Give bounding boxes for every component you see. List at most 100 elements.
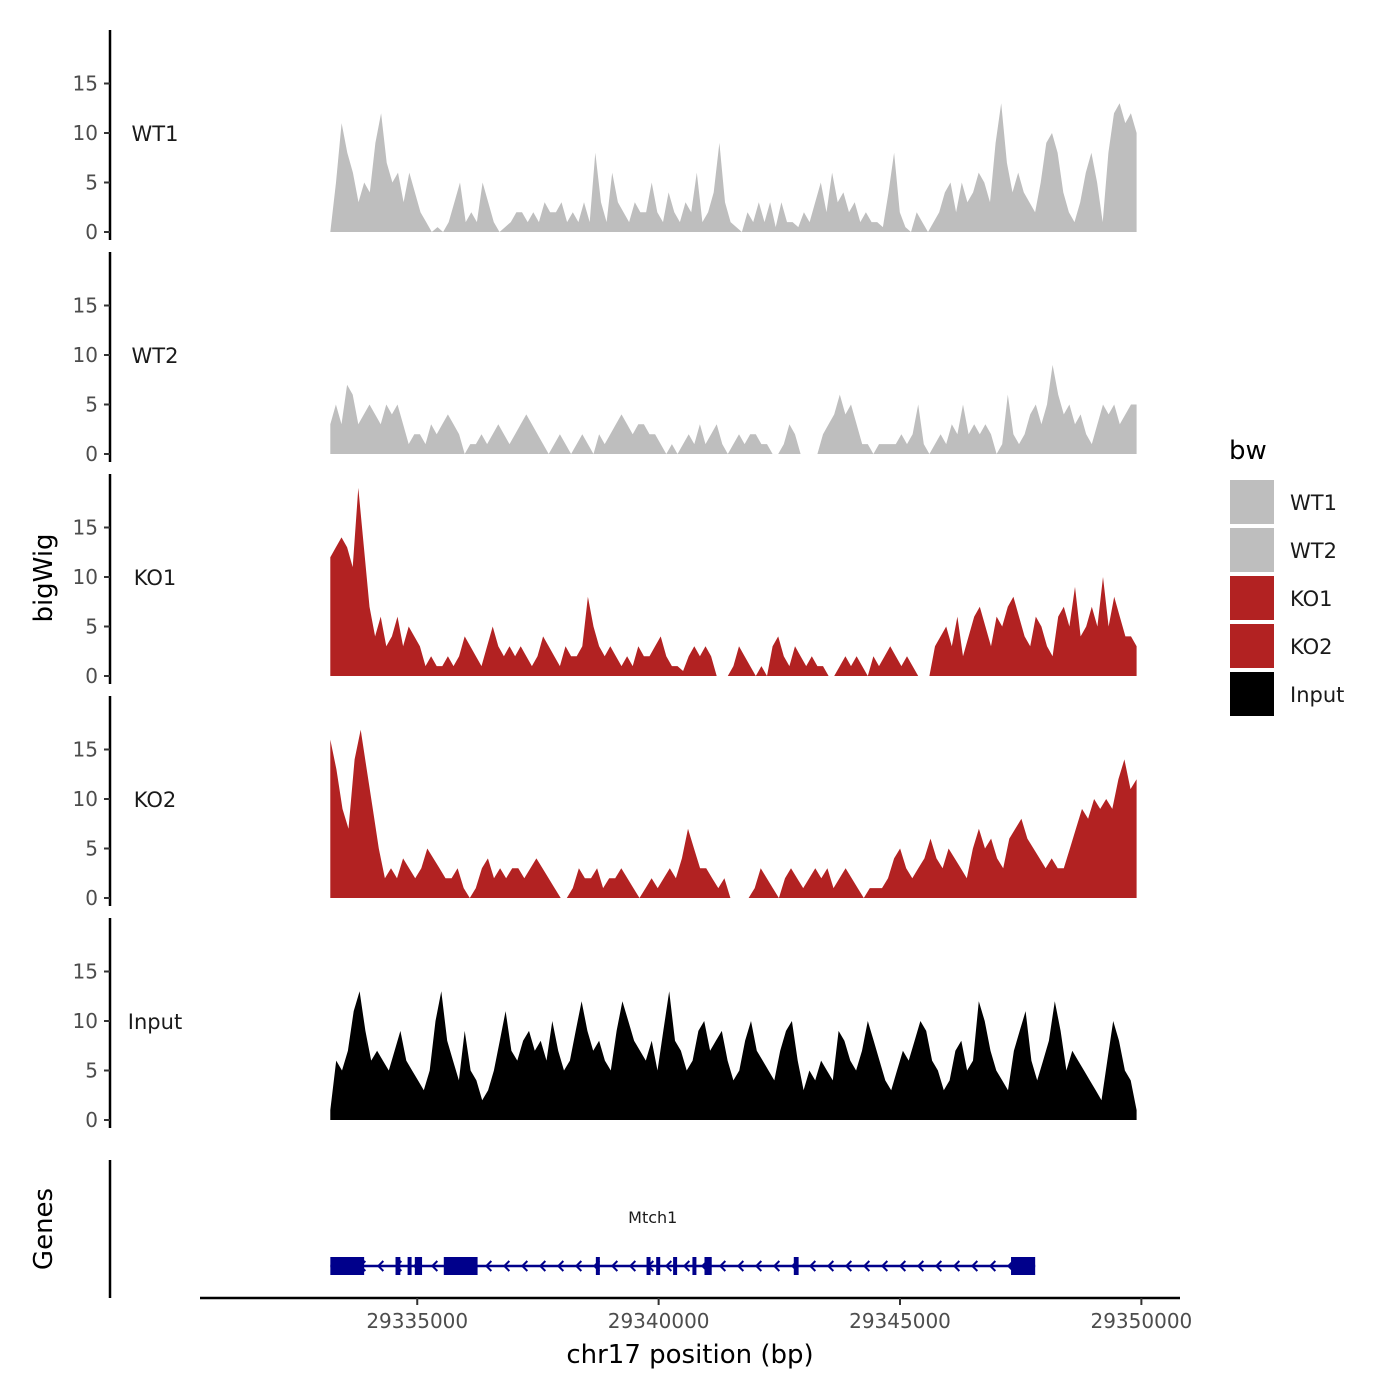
track-wt2: 0 5 10 15 WT2 bbox=[73, 252, 1137, 466]
gene-label: Mtch1 bbox=[628, 1208, 677, 1227]
gene-mtch1: Mtch1 bbox=[330, 1208, 1036, 1275]
strand-arrow bbox=[664, 1260, 673, 1272]
gene-exon bbox=[673, 1257, 678, 1275]
x-tick-label: 29345000 bbox=[849, 1309, 951, 1333]
y-tick-label: 5 bbox=[85, 393, 98, 417]
legend-key-wt1 bbox=[1230, 480, 1274, 524]
genes-panel: Mtch1 bbox=[108, 1160, 1036, 1298]
track-label-ko2: KO2 bbox=[134, 788, 177, 812]
genes-axis-title: Genes bbox=[29, 1188, 59, 1270]
track-ko2: 0 5 10 15 KO2 bbox=[73, 696, 1137, 910]
x-tick-label: 29340000 bbox=[608, 1309, 710, 1333]
series-area-wt2 bbox=[330, 364, 1137, 454]
y-tick-label: 15 bbox=[73, 72, 98, 96]
y-tick-label: 5 bbox=[85, 615, 98, 639]
strand-arrow bbox=[772, 1260, 781, 1272]
gene-exon bbox=[443, 1257, 478, 1275]
y-tick-label: 0 bbox=[85, 442, 98, 466]
y-tick-label: 15 bbox=[73, 294, 98, 318]
legend-key-ko1 bbox=[1230, 576, 1274, 620]
y-tick-label: 5 bbox=[85, 1059, 98, 1083]
y-tick-label: 15 bbox=[73, 738, 98, 762]
y-tick-label: 10 bbox=[73, 1009, 98, 1033]
strand-arrow bbox=[862, 1260, 871, 1272]
strand-arrow bbox=[808, 1260, 817, 1272]
strand-arrow bbox=[736, 1260, 745, 1272]
legend-label-ko2: KO2 bbox=[1290, 635, 1333, 659]
y-tick-label: 10 bbox=[73, 121, 98, 145]
gene-exon bbox=[1011, 1257, 1036, 1275]
gene-exon bbox=[414, 1257, 423, 1275]
strand-arrow bbox=[916, 1260, 925, 1272]
legend-key-input bbox=[1230, 672, 1274, 716]
strand-arrow bbox=[682, 1260, 691, 1272]
y-tick-label: 0 bbox=[85, 886, 98, 910]
strand-arrow bbox=[754, 1260, 763, 1272]
strand-arrow bbox=[574, 1260, 583, 1272]
y-axis-title: bigWig bbox=[29, 533, 59, 622]
strand-arrow bbox=[718, 1260, 727, 1272]
series-area-ko2 bbox=[330, 729, 1137, 898]
track-input: 0 5 10 15 Input bbox=[73, 918, 1137, 1132]
y-tick-label: 0 bbox=[85, 1108, 98, 1132]
strand-arrow bbox=[934, 1260, 943, 1272]
strand-arrow bbox=[628, 1260, 637, 1272]
x-axis: 29335000 29340000 29345000 29350000 bbox=[200, 1296, 1192, 1333]
strand-arrow bbox=[952, 1260, 961, 1272]
strand-arrow bbox=[898, 1260, 907, 1272]
legend-key-wt2 bbox=[1230, 528, 1274, 572]
gene-exon bbox=[692, 1257, 697, 1275]
gene-exon bbox=[395, 1257, 401, 1275]
legend-label-wt1: WT1 bbox=[1290, 491, 1337, 515]
y-tick-label: 10 bbox=[73, 343, 98, 367]
series-area-ko1 bbox=[330, 487, 1137, 676]
x-axis-title: chr17 position (bp) bbox=[566, 1340, 813, 1370]
strand-arrow bbox=[556, 1260, 565, 1272]
gene-exon bbox=[704, 1257, 712, 1275]
y-tick-label: 0 bbox=[85, 220, 98, 244]
gene-exon bbox=[407, 1257, 412, 1275]
strand-arrow bbox=[484, 1260, 493, 1272]
strand-arrow bbox=[826, 1260, 835, 1272]
legend-label-wt2: WT2 bbox=[1290, 539, 1337, 563]
strand-arrow bbox=[502, 1260, 511, 1272]
x-tick-label: 29335000 bbox=[366, 1309, 468, 1333]
track-label-wt2: WT2 bbox=[132, 344, 179, 368]
track-label-ko1: KO1 bbox=[134, 566, 177, 590]
y-tick-label: 10 bbox=[73, 787, 98, 811]
track-ko1: 0 5 10 15 KO1 bbox=[73, 474, 1137, 688]
strand-arrow bbox=[610, 1260, 619, 1272]
gene-exon bbox=[646, 1257, 651, 1275]
strand-arrow bbox=[520, 1260, 529, 1272]
gene-exon bbox=[656, 1257, 661, 1275]
y-tick-label: 5 bbox=[85, 837, 98, 861]
gene-exon bbox=[595, 1257, 600, 1275]
legend: bw WT1 WT2 KO1 KO2 Input bbox=[1229, 436, 1344, 716]
gene-exon bbox=[793, 1257, 799, 1275]
strand-arrow bbox=[988, 1260, 997, 1272]
x-tick-label: 29350000 bbox=[1090, 1309, 1192, 1333]
strand-arrow bbox=[538, 1260, 547, 1272]
track-label-input: Input bbox=[128, 1010, 182, 1034]
y-tick-label: 15 bbox=[73, 516, 98, 540]
gene-exon bbox=[330, 1257, 365, 1275]
y-tick-label: 5 bbox=[85, 171, 98, 195]
strand-arrow bbox=[430, 1260, 439, 1272]
strand-arrow bbox=[970, 1260, 979, 1272]
legend-label-input: Input bbox=[1290, 683, 1344, 707]
y-tick-label: 15 bbox=[73, 960, 98, 984]
track-label-wt1: WT1 bbox=[132, 122, 179, 146]
strand-arrow bbox=[880, 1260, 889, 1272]
series-area-wt1 bbox=[330, 103, 1137, 232]
y-tick-label: 10 bbox=[73, 565, 98, 589]
legend-title: bw bbox=[1229, 436, 1267, 466]
bigwig-tracks: 0 5 10 15 WT1 0 5 10 15 WT2 0 5 10 15 KO1 0 5 10 15 KO2 0 5 10… bbox=[73, 30, 1137, 1132]
strand-arrow bbox=[376, 1260, 385, 1272]
track-wt1: 0 5 10 15 WT1 bbox=[73, 30, 1137, 244]
y-tick-label: 0 bbox=[85, 664, 98, 688]
legend-label-ko1: KO1 bbox=[1290, 587, 1333, 611]
series-area-input bbox=[330, 991, 1137, 1120]
strand-arrow bbox=[844, 1260, 853, 1272]
legend-key-ko2 bbox=[1230, 624, 1274, 668]
